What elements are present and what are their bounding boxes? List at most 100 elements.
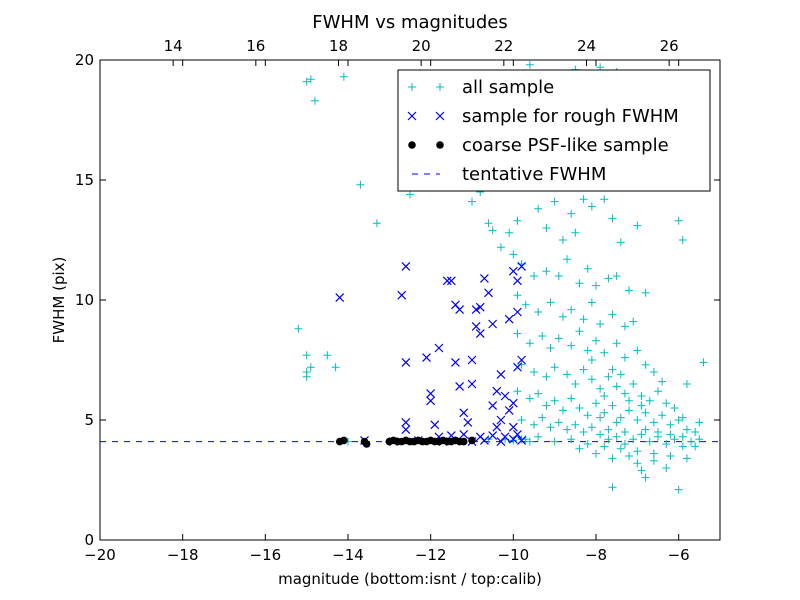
series-x bbox=[335, 261, 527, 447]
data-point bbox=[525, 339, 534, 348]
data-point bbox=[546, 344, 555, 352]
legend-box bbox=[397, 69, 711, 192]
data-point bbox=[426, 389, 436, 399]
data-point bbox=[488, 431, 498, 441]
data-point bbox=[620, 353, 629, 362]
data-point bbox=[649, 456, 658, 465]
data-point bbox=[426, 396, 436, 406]
data-point bbox=[629, 380, 638, 388]
data-point bbox=[362, 440, 371, 448]
data-point bbox=[600, 195, 609, 204]
data-point bbox=[567, 341, 576, 350]
chart-title: FWHM vs magnitudes bbox=[312, 12, 507, 33]
data-point bbox=[600, 408, 609, 417]
data-point bbox=[596, 413, 605, 422]
data-point bbox=[649, 449, 658, 458]
data-point bbox=[662, 399, 671, 408]
data-point bbox=[517, 355, 527, 365]
legend-label: coarse PSF-like sample bbox=[462, 135, 669, 156]
data-point bbox=[608, 483, 617, 492]
data-point bbox=[637, 466, 646, 475]
data-point bbox=[600, 348, 609, 357]
x-tick-label: −12 bbox=[415, 546, 447, 564]
data-point bbox=[587, 375, 596, 384]
data-point bbox=[468, 436, 476, 445]
data-point bbox=[658, 411, 667, 420]
data-point bbox=[530, 272, 538, 280]
data-point bbox=[608, 454, 617, 463]
data-point bbox=[467, 355, 477, 365]
data-point bbox=[662, 464, 671, 472]
data-point bbox=[542, 401, 551, 410]
data-point bbox=[500, 391, 510, 401]
data-point bbox=[608, 401, 617, 410]
legend-marker bbox=[408, 141, 416, 149]
data-point bbox=[302, 77, 311, 86]
data-point bbox=[508, 434, 518, 444]
data-point bbox=[430, 420, 440, 430]
data-point bbox=[335, 293, 345, 303]
data-point bbox=[508, 266, 518, 276]
data-point bbox=[550, 437, 559, 446]
data-point bbox=[302, 372, 311, 381]
data-point bbox=[637, 430, 646, 439]
data-point bbox=[604, 372, 613, 381]
data-point bbox=[629, 317, 638, 326]
x-tick-label: −14 bbox=[332, 546, 364, 564]
data-point bbox=[583, 411, 592, 420]
data-point bbox=[662, 440, 671, 448]
data-point bbox=[579, 195, 588, 204]
data-point bbox=[596, 384, 605, 393]
data-point bbox=[558, 406, 567, 415]
y-tick-label: 5 bbox=[84, 411, 94, 429]
data-point bbox=[513, 362, 522, 372]
data-point bbox=[633, 221, 642, 230]
data-point bbox=[504, 405, 514, 415]
data-point bbox=[604, 435, 613, 444]
data-point bbox=[323, 351, 332, 360]
data-point bbox=[401, 357, 411, 367]
y-tick-label: 15 bbox=[75, 171, 94, 189]
data-point bbox=[530, 420, 538, 429]
data-point bbox=[695, 418, 704, 427]
data-point bbox=[670, 435, 679, 444]
data-point bbox=[340, 436, 348, 445]
data-point bbox=[534, 308, 543, 316]
data-point bbox=[406, 190, 414, 199]
data-point bbox=[397, 290, 407, 300]
data-point bbox=[521, 300, 530, 309]
data-point bbox=[579, 365, 588, 374]
data-point bbox=[571, 380, 580, 388]
data-point bbox=[530, 368, 538, 376]
plot-frame bbox=[99, 59, 721, 541]
data-point bbox=[633, 346, 642, 355]
data-point bbox=[517, 261, 527, 271]
data-point bbox=[625, 286, 634, 295]
data-point bbox=[538, 332, 547, 340]
data-point bbox=[691, 428, 700, 436]
data-point bbox=[525, 394, 534, 403]
data-point bbox=[575, 279, 584, 288]
data-point bbox=[641, 408, 650, 417]
data-point bbox=[641, 288, 650, 297]
data-point bbox=[492, 422, 502, 432]
data-point bbox=[616, 444, 625, 453]
legend-label: sample for rough FWHM bbox=[462, 106, 679, 127]
data-point bbox=[496, 415, 506, 425]
data-point bbox=[571, 420, 580, 429]
axis-ticks: −20 −18 −16 −14 −12 −10 −8 −6 0 5 10 15 20 14 16 18 20 22… bbox=[75, 37, 720, 564]
data-point bbox=[567, 435, 576, 444]
data-point bbox=[525, 437, 534, 446]
data-point bbox=[600, 392, 609, 400]
data-point bbox=[649, 418, 658, 427]
data-point bbox=[513, 307, 522, 317]
data-point bbox=[306, 75, 315, 84]
data-point bbox=[331, 363, 340, 372]
data-point bbox=[674, 216, 683, 225]
data-point bbox=[422, 353, 431, 363]
data-point bbox=[525, 60, 534, 69]
data-point bbox=[339, 72, 348, 81]
data-point bbox=[508, 398, 518, 408]
data-point bbox=[517, 435, 527, 445]
